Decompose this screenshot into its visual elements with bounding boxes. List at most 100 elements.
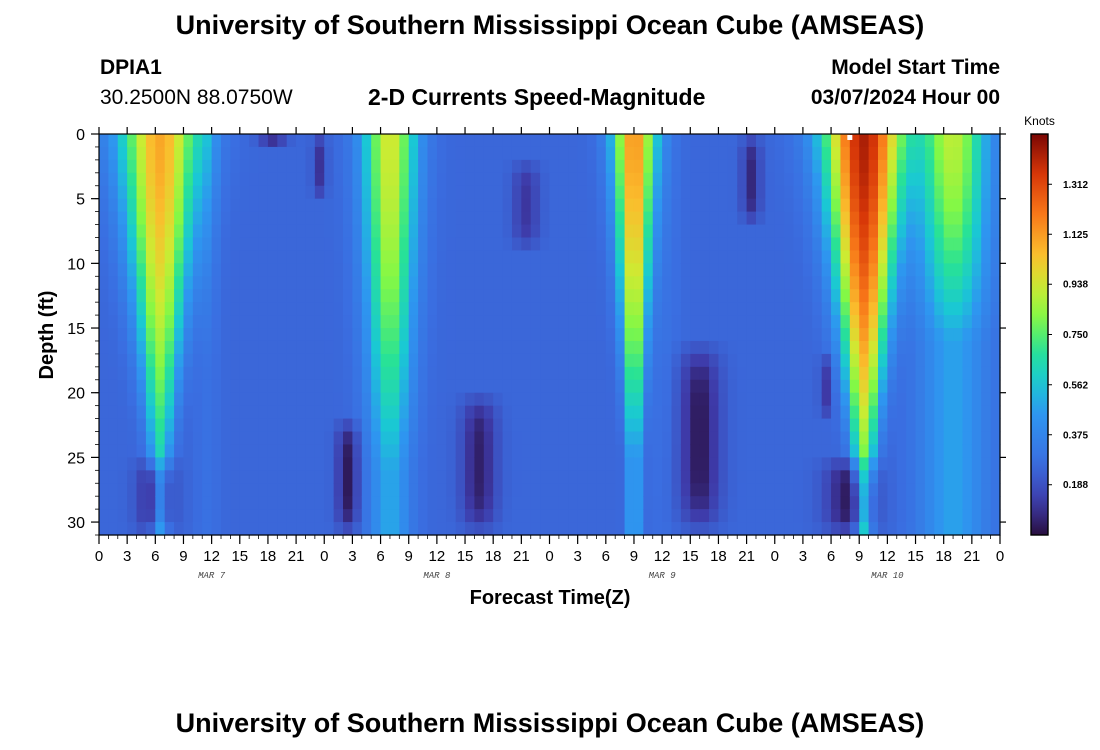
heatmap-cell — [183, 185, 194, 200]
heatmap-cell — [633, 315, 644, 329]
heatmap-cell — [155, 340, 166, 355]
heatmap-cell — [108, 302, 119, 316]
heatmap-cell — [540, 340, 551, 355]
heatmap-cell — [136, 379, 147, 394]
heatmap-cell — [971, 289, 982, 303]
heatmap-cell — [737, 379, 748, 394]
heatmap-cell — [680, 340, 691, 355]
heatmap-cell — [680, 353, 691, 368]
heatmap-cell — [399, 302, 410, 316]
heatmap-cell — [896, 198, 907, 213]
heatmap-cell — [990, 405, 1001, 420]
heatmap-cell — [821, 263, 832, 277]
heatmap-cell — [859, 237, 870, 252]
heatmap-cell — [633, 146, 644, 161]
heatmap-cell — [474, 457, 485, 471]
heatmap-cell — [352, 172, 363, 187]
heatmap-cell — [249, 185, 260, 200]
heatmap-cell — [671, 315, 682, 329]
heatmap-cell — [962, 444, 973, 458]
heatmap-cell — [774, 263, 785, 277]
heatmap-cell — [343, 431, 354, 446]
heatmap-cell — [108, 250, 119, 264]
heatmap-cell — [211, 211, 222, 226]
heatmap-cell — [718, 366, 729, 381]
heatmap-cell — [183, 431, 194, 446]
heatmap-cell — [671, 172, 682, 187]
heatmap-cell — [239, 224, 250, 239]
heatmap-cell — [737, 263, 748, 277]
heatmap-cell — [568, 379, 579, 394]
heatmap-cell — [230, 302, 241, 316]
heatmap-cell — [286, 392, 297, 407]
heatmap-cell — [540, 146, 551, 161]
heatmap-cell — [849, 159, 860, 174]
heatmap-cell — [145, 366, 156, 381]
heatmap-cell — [361, 146, 372, 161]
heatmap-cell — [953, 250, 964, 264]
heatmap-cell — [549, 444, 560, 458]
heatmap-cell — [108, 328, 119, 342]
heatmap-cell — [624, 353, 635, 368]
heatmap-cell — [690, 522, 701, 536]
heatmap-cell — [680, 483, 691, 497]
heatmap-cell — [117, 405, 128, 420]
heatmap-cell — [765, 444, 776, 458]
heatmap-cell — [183, 509, 194, 523]
heatmap-cell — [718, 159, 729, 174]
heatmap-cell — [192, 522, 203, 536]
heatmap-cell — [718, 276, 729, 290]
heatmap-cell — [718, 392, 729, 407]
heatmap-cell — [812, 237, 823, 252]
heatmap-cell — [314, 483, 325, 497]
heatmap-cell — [643, 340, 654, 355]
heatmap-cell — [868, 224, 879, 239]
heatmap-cell — [784, 328, 795, 342]
heatmap-cell — [192, 444, 203, 458]
heatmap-cell — [971, 522, 982, 536]
heatmap-cell — [568, 198, 579, 213]
heatmap-cell — [549, 483, 560, 497]
heatmap-cell — [859, 198, 870, 213]
heatmap-cell — [971, 470, 982, 484]
heatmap-cell — [371, 211, 382, 226]
heatmap-cell — [371, 146, 382, 161]
heatmap-cell — [624, 392, 635, 407]
heatmap-cell — [521, 470, 532, 484]
heatmap-cell — [436, 172, 447, 187]
heatmap-cell — [239, 328, 250, 342]
heatmap-cell — [671, 159, 682, 174]
heatmap-cell — [577, 431, 588, 446]
heatmap-cell — [99, 379, 109, 394]
heatmap-cell — [239, 353, 250, 368]
heatmap-cell — [493, 146, 504, 161]
heatmap-cell — [812, 172, 823, 187]
heatmap-cell — [849, 328, 860, 342]
heatmap-cell — [540, 250, 551, 264]
heatmap-cell — [981, 418, 992, 433]
heatmap-cell — [793, 457, 804, 471]
heatmap-cell — [136, 276, 147, 290]
heatmap-cell — [906, 172, 917, 187]
heatmap-cell — [709, 263, 720, 277]
heatmap-cell — [981, 483, 992, 497]
heatmap-cell — [624, 224, 635, 239]
heatmap-cell — [877, 185, 888, 200]
heatmap-cell — [380, 483, 391, 497]
heatmap-cell — [371, 263, 382, 277]
heatmap-cell — [502, 134, 513, 148]
heatmap-cell — [540, 198, 551, 213]
heatmap-cell — [380, 509, 391, 523]
heatmap-cell — [624, 211, 635, 226]
heatmap-cell — [249, 522, 260, 536]
heatmap-cell — [784, 289, 795, 303]
heatmap-cell — [859, 224, 870, 239]
heatmap-cell — [849, 444, 860, 458]
heatmap-cell — [953, 509, 964, 523]
heatmap-cell — [568, 185, 579, 200]
heatmap-cell — [446, 418, 457, 433]
heatmap-cell — [361, 470, 372, 484]
heatmap-cell — [924, 509, 935, 523]
heatmap-cell — [624, 444, 635, 458]
heatmap-cell — [849, 405, 860, 420]
